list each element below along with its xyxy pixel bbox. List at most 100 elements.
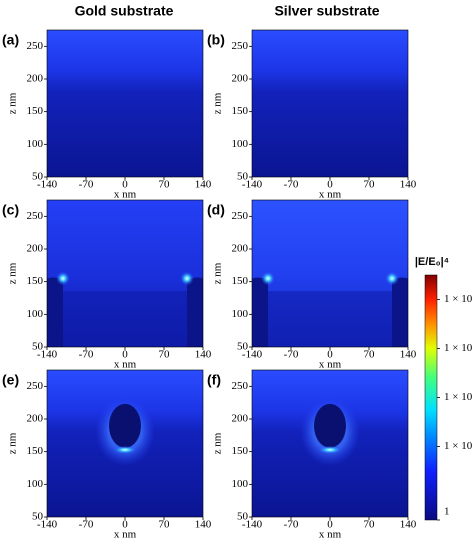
- colorbar-tick-label: 1 × 10³: [444, 440, 472, 452]
- y-tick-label: 100: [232, 138, 249, 150]
- x-tick-label: 70: [364, 179, 376, 191]
- y-tick-label: 50: [32, 341, 44, 353]
- pillar: [392, 277, 408, 347]
- x-tick-label: 140: [400, 179, 417, 191]
- y-tick-label: 50: [32, 511, 44, 523]
- hotspot: [56, 271, 70, 286]
- panel-label: (e): [2, 372, 19, 388]
- x-tick-label: 70: [364, 519, 376, 531]
- y-axis-label: z nm: [212, 262, 224, 284]
- y-tick-label: 200: [232, 413, 249, 425]
- heatmap: [252, 30, 408, 177]
- y-tick-label: 200: [232, 243, 249, 255]
- heatmap: [47, 370, 203, 517]
- x-tick-label: 0: [122, 179, 128, 191]
- panel-label: (a): [2, 32, 19, 48]
- colorbar-tick-label: 1: [444, 506, 450, 518]
- column-title: Silver substrate: [274, 3, 379, 19]
- y-tick-label: 250: [27, 380, 44, 392]
- y-axis-label: z nm: [7, 92, 19, 114]
- colorbar: [424, 274, 438, 521]
- panel-label: (c): [2, 202, 19, 218]
- x-tick-label: -140: [242, 349, 263, 361]
- x-tick-label: -70: [79, 179, 94, 191]
- pillar: [47, 277, 63, 347]
- colorbar-tick-label: 1 × 10⁷: [444, 342, 472, 354]
- hotspot: [180, 271, 194, 286]
- heatmap: [47, 200, 203, 347]
- x-tick-label: -70: [79, 349, 94, 361]
- x-axis-label: x nm: [319, 359, 342, 371]
- y-tick-label: 250: [232, 40, 249, 52]
- colorbar-tick-label: 1 × 10⁵: [444, 391, 472, 403]
- field-background: [252, 30, 408, 177]
- x-tick-label: 0: [122, 349, 128, 361]
- y-tick-label: 200: [27, 243, 44, 255]
- heatmap: [47, 30, 203, 177]
- heatmap: [252, 200, 408, 347]
- x-tick-label: 70: [364, 349, 376, 361]
- y-tick-label: 50: [32, 171, 44, 183]
- y-tick-label: 250: [27, 40, 44, 52]
- x-tick-label: -140: [37, 179, 58, 191]
- x-tick-label: 0: [122, 519, 128, 531]
- panel-label: (f): [207, 372, 221, 388]
- x-tick-label: -70: [284, 519, 299, 531]
- y-tick-label: 250: [232, 210, 249, 222]
- y-tick-label: 100: [27, 478, 44, 490]
- hotspot: [261, 271, 275, 286]
- particle: [314, 403, 346, 448]
- y-tick-label: 150: [27, 275, 44, 287]
- y-tick-label: 150: [27, 105, 44, 117]
- panel-label: (d): [207, 202, 225, 218]
- y-tick-label: 150: [27, 445, 44, 457]
- field-background: [47, 30, 203, 177]
- y-tick-label: 100: [27, 308, 44, 320]
- hotspot: [113, 445, 137, 454]
- y-tick-label: 250: [27, 210, 44, 222]
- y-tick-label: 150: [232, 105, 249, 117]
- panel-label: (b): [207, 32, 225, 48]
- x-axis-label: x nm: [114, 359, 137, 371]
- x-tick-label: 70: [159, 349, 171, 361]
- heatmap: [252, 370, 408, 517]
- x-tick-label: -70: [284, 179, 299, 191]
- hotspot: [318, 445, 342, 454]
- colorbar-title: |E/E₀|⁴: [415, 256, 449, 268]
- lower-field: [252, 291, 408, 347]
- x-tick-label: 0: [327, 519, 333, 531]
- pillar: [187, 277, 203, 347]
- column-title: Gold substrate: [75, 3, 174, 19]
- y-tick-label: 250: [232, 380, 249, 392]
- x-axis-label: x nm: [319, 529, 342, 541]
- x-tick-label: 140: [195, 179, 212, 191]
- y-axis-label: z nm: [7, 262, 19, 284]
- x-tick-label: -70: [284, 349, 299, 361]
- y-axis-label: z nm: [7, 432, 19, 454]
- x-tick-label: -140: [37, 349, 58, 361]
- x-tick-label: 70: [159, 519, 171, 531]
- x-axis-label: x nm: [114, 529, 137, 541]
- y-tick-label: 200: [27, 413, 44, 425]
- y-axis-label: z nm: [212, 92, 224, 114]
- y-axis-label: z nm: [212, 432, 224, 454]
- y-tick-label: 200: [27, 73, 44, 85]
- y-tick-label: 100: [232, 308, 249, 320]
- x-axis-label: x nm: [114, 189, 137, 201]
- y-tick-label: 200: [232, 73, 249, 85]
- x-tick-label: 0: [327, 349, 333, 361]
- hotspot: [385, 271, 399, 286]
- x-tick-label: 140: [400, 349, 417, 361]
- colorbar-tick-label: 1 × 10⁹: [444, 293, 472, 305]
- y-tick-label: 50: [237, 511, 249, 523]
- x-tick-label: 140: [195, 519, 212, 531]
- y-tick-label: 50: [237, 171, 249, 183]
- x-tick-label: -70: [79, 519, 94, 531]
- y-tick-label: 50: [237, 341, 249, 353]
- x-tick-label: -140: [242, 519, 263, 531]
- y-tick-label: 100: [232, 478, 249, 490]
- x-tick-label: -140: [242, 179, 263, 191]
- y-tick-label: 150: [232, 445, 249, 457]
- x-tick-label: 140: [195, 349, 212, 361]
